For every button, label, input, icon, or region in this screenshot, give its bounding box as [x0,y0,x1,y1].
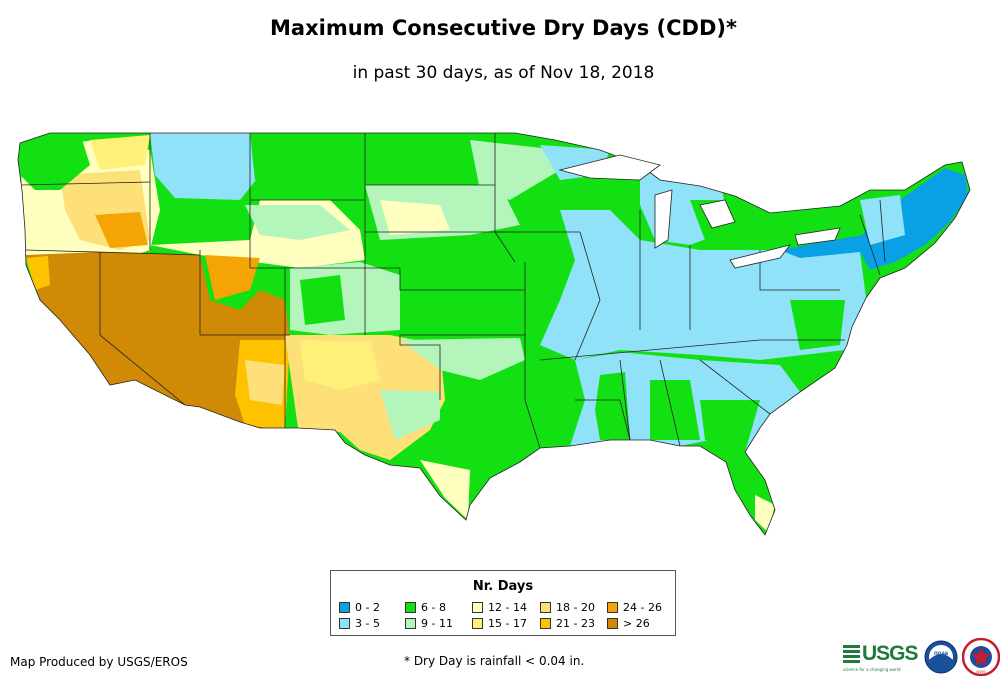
legend: Nr. Days 0 - 2 3 - 5 6 - 8 9 - 11 12 - 1… [330,570,676,636]
usgs-wave-icon [843,645,860,665]
great-lakes [558,154,841,269]
region-northeast [780,168,968,270]
border-ne-ks [399,268,525,291]
legend-label: 6 - 8 [421,601,446,614]
region-mississippi-green [595,372,630,440]
legend-title: Nr. Days [472,579,534,594]
lake-huron [699,199,736,229]
lake-ontario [794,227,841,246]
legend-label: 3 - 5 [355,617,380,630]
region-south-dakota-dry [380,200,450,235]
region-wyoming-green [245,205,350,240]
region-ohio-valley [540,210,866,360]
region-colorado-green [300,275,345,325]
usgs-wordmark: USGS [862,642,919,665]
nws-star-icon [971,647,991,666]
border-al-ga [659,359,681,447]
legend-item: 3 - 5 [339,617,380,630]
legend-label: 0 - 2 [355,601,380,614]
legend-item: 24 - 26 [607,601,662,614]
legend-item: 21 - 23 [540,617,595,630]
legend-label: > 26 [623,617,650,630]
border-ar-la [575,399,631,441]
legend-swatch [405,618,416,629]
map-title: Maximum Consecutive Dry Days (CDD)* [270,16,737,40]
legend-swatch [472,602,483,613]
legend-swatch [607,618,618,629]
border-ga-sc [699,359,771,415]
legend-label: 24 - 26 [623,601,662,614]
border-ia-il [574,231,601,361]
lake-michigan [654,189,673,249]
legend-swatch [405,602,416,613]
region-alabama-green [650,380,700,440]
legend-swatch [607,602,618,613]
legend-swatch [472,618,483,629]
region-vermont [860,195,905,245]
legend-item: 12 - 14 [472,601,527,614]
region-desert-southwest [26,252,290,430]
border-mo-ks [524,262,541,449]
border-ca-nv [99,252,186,406]
national-border [17,132,971,536]
lake-erie [729,244,792,269]
border-vt-nh [879,199,886,263]
legend-item: 0 - 2 [339,601,380,614]
legend-item: 6 - 8 [405,601,446,614]
border-tn-ky [539,339,845,361]
nws-wordmark: NWS [976,669,986,674]
credit-text: Map Produced by USGS/EROS [10,655,188,669]
legend-item: 9 - 11 [405,617,453,630]
region-idaho-montana-west [150,133,260,200]
region-georgia-green [700,400,760,452]
noaa-logo: noaa [924,640,958,674]
region-virginia-green [790,300,845,350]
legend-item: > 26 [607,617,650,630]
border-wa-or [21,181,151,186]
noaa-wordmark: noaa [934,651,949,657]
noaa-wave-shape [929,654,953,669]
region-south-texas [420,460,470,520]
region-montana [250,133,370,190]
lake-superior [558,154,661,181]
legend-swatch [540,602,551,613]
region-utah-south [205,255,260,300]
region-oklahoma [400,338,525,380]
border-ms-al [619,359,631,441]
legend-label: 12 - 14 [488,601,527,614]
dry-day-note: * Dry Day is rainfall < 0.04 in. [404,654,585,668]
legend-label: 18 - 20 [556,601,595,614]
region-west-texas [380,390,440,440]
state-borders [17,132,971,536]
nws-logo: NWS [962,638,1000,676]
border-ny-pa [759,250,840,291]
legend-label: 15 - 17 [488,617,527,630]
legend-item: 15 - 17 [472,617,527,630]
usgs-tagline: science for a changing world [843,667,901,672]
border-ok-tx [399,335,441,400]
legend-swatch [540,618,551,629]
usgs-logo: USGS science for a changing world [843,641,919,672]
region-arizona-mid [245,360,285,405]
region-washington-east [90,135,150,170]
legend-swatch [339,618,350,629]
legend-item: 18 - 20 [540,601,595,614]
region-washington-coast [20,133,90,190]
legend-label: 21 - 23 [556,617,595,630]
border-or-ca [25,249,201,256]
region-north-dakota [370,133,480,185]
legend-label: 9 - 11 [421,617,453,630]
border-ny-ne [859,214,881,276]
legend-swatch [339,602,350,613]
map-subtitle: in past 30 days, as of Nov 18, 2018 [352,63,655,83]
region-new-mexico-north [300,340,380,390]
region-oregon-core [95,212,148,248]
region-california-coast [26,256,50,290]
